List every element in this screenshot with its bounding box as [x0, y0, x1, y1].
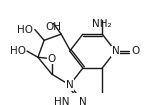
- Text: N: N: [66, 80, 74, 90]
- Text: OH: OH: [45, 22, 61, 32]
- Text: HO: HO: [17, 25, 33, 35]
- Text: HN: HN: [54, 97, 70, 105]
- Text: NH₂: NH₂: [93, 19, 112, 29]
- Text: HO: HO: [10, 46, 26, 56]
- Text: N: N: [79, 97, 87, 105]
- Text: O: O: [132, 46, 140, 56]
- Text: O: O: [48, 54, 56, 64]
- Text: N: N: [112, 46, 119, 56]
